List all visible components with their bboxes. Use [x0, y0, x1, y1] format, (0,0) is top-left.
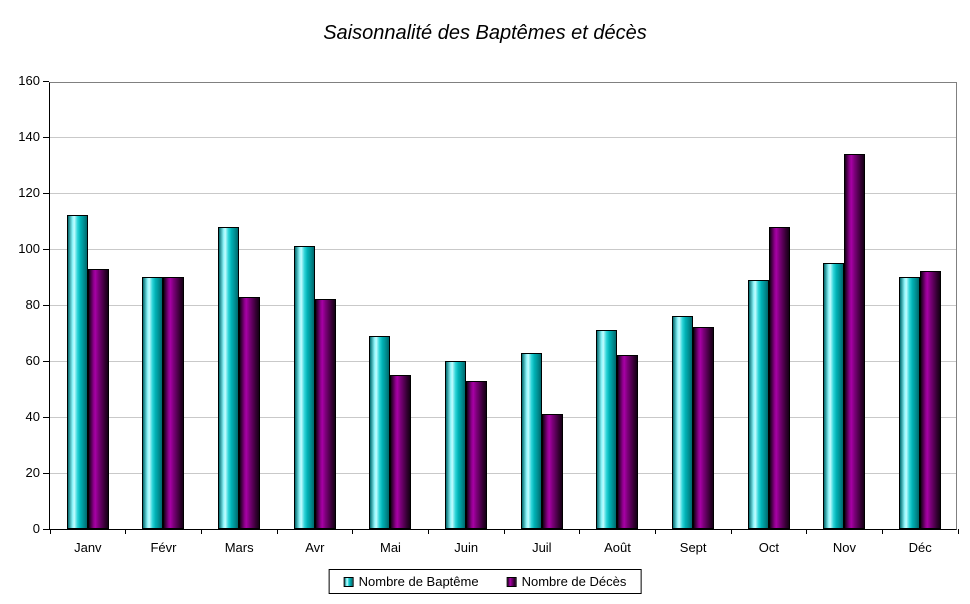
legend-label-series1: Nombre de Décès	[521, 574, 627, 589]
bar-group-juil	[504, 83, 580, 529]
y-axis-tick	[43, 304, 49, 306]
bar-series1-févr	[163, 277, 185, 529]
gridline-140	[50, 136, 956, 138]
y-axis-tick-label: 0	[32, 521, 40, 536]
y-axis-tick	[43, 192, 49, 194]
x-axis-label-août: Août	[604, 540, 631, 555]
legend-item-series1: Nombre de Décès	[506, 574, 627, 589]
bar-series1-janv	[87, 269, 109, 529]
y-axis-tick-label: 60	[25, 353, 40, 368]
gridline-100	[50, 248, 956, 250]
y-axis-tick	[43, 136, 49, 138]
x-axis-label-avr: Avr	[305, 540, 325, 555]
y-axis-tick	[43, 248, 49, 250]
bar-series0-nov	[823, 263, 845, 529]
y-axis-tick	[43, 528, 49, 530]
bar-series0-avr	[293, 246, 315, 529]
bar-group-mai	[353, 83, 429, 529]
x-axis-label-févr: Févr	[150, 540, 177, 555]
x-axis-tick	[806, 529, 808, 534]
y-axis-tick	[43, 360, 49, 362]
x-axis-label-juin: Juin	[454, 540, 479, 555]
bar-group-mars	[201, 83, 277, 529]
gridline-120	[50, 192, 956, 194]
y-axis-tick	[43, 416, 49, 418]
gridline-20	[50, 472, 956, 474]
x-axis-label-oct: Oct	[758, 540, 779, 555]
gridline-60	[50, 360, 956, 362]
y-axis-tick	[43, 472, 49, 474]
gridline-80	[50, 304, 956, 306]
bar-series0-sept	[672, 316, 694, 529]
bar-series0-mai	[369, 336, 391, 529]
legend-item-series0: Nombre de Baptême	[343, 574, 479, 589]
legend-swatch-series1	[506, 576, 517, 587]
x-axis-tick	[881, 529, 883, 534]
bar-series1-nov	[844, 154, 866, 529]
bar-group-févr	[126, 83, 202, 529]
legend-swatch-series0	[343, 576, 354, 587]
bar-series0-août	[596, 330, 618, 529]
bar-group-avr	[277, 83, 353, 529]
y-axis-tick-label: 140	[18, 129, 40, 144]
bar-series1-oct	[768, 227, 790, 529]
y-axis-tick-label: 80	[25, 297, 40, 312]
y-axis-tick-label: 120	[18, 185, 40, 200]
y-axis-tick-label: 100	[18, 241, 40, 256]
x-axis-tick	[49, 529, 51, 534]
y-axis-tick	[43, 80, 49, 82]
bar-series0-déc	[899, 277, 921, 529]
bar-series1-juil	[541, 414, 563, 529]
y-axis-tick-label: 20	[25, 465, 40, 480]
bar-group-juin	[428, 83, 504, 529]
bar-series1-mai	[390, 375, 412, 529]
bar-group-oct	[731, 83, 807, 529]
bar-series0-juil	[520, 353, 542, 529]
x-axis-tick	[200, 529, 202, 534]
bar-series1-sept	[693, 327, 715, 529]
bar-series1-déc	[920, 271, 942, 529]
bar-series1-juin	[466, 381, 488, 529]
x-axis-label-mai: Mai	[380, 540, 401, 555]
x-axis-tick	[957, 529, 959, 534]
x-axis-tick	[579, 529, 581, 534]
chart-title: Saisonnalité des Baptêmes et décès	[323, 22, 647, 44]
x-axis-label-nov: Nov	[832, 540, 857, 555]
bar-series0-févr	[142, 277, 164, 529]
x-axis-label-mars: Mars	[224, 540, 254, 555]
bar-series0-janv	[66, 215, 88, 529]
x-axis-label-juil: Juil	[532, 540, 552, 555]
plot-area: 0 20 40 60 80 100 120 140 160 Janv Févr Mars Avr Mai…	[18, 74, 959, 555]
bar-group-janv	[50, 83, 126, 529]
y-axis-tick-label: 160	[18, 73, 40, 88]
x-axis-tick	[352, 529, 354, 534]
bar-series0-juin	[445, 361, 467, 529]
gridline-40	[50, 416, 956, 418]
x-axis-label-déc: Déc	[908, 540, 932, 555]
legend: Nombre de Baptême Nombre de Décès	[328, 569, 642, 594]
x-axis-label-sept: Sept	[679, 540, 707, 555]
bar-series1-avr	[314, 299, 336, 529]
bar-group-août	[580, 83, 656, 529]
bar-group-déc	[882, 83, 958, 529]
bar-group-nov	[807, 83, 883, 529]
bar-group-sept	[655, 83, 731, 529]
bar-series1-mars	[239, 297, 261, 529]
bar-series0-oct	[747, 280, 769, 529]
x-axis-tick	[654, 529, 656, 534]
y-axis-tick-label: 40	[25, 409, 40, 424]
x-axis-tick	[503, 529, 505, 534]
bar-series0-mars	[218, 227, 240, 529]
x-axis-label-janv: Janv	[74, 540, 102, 555]
x-axis-tick	[125, 529, 127, 534]
x-axis-tick	[276, 529, 278, 534]
x-axis-tick	[730, 529, 732, 534]
x-axis-tick	[427, 529, 429, 534]
legend-label-series0: Nombre de Baptême	[358, 574, 479, 589]
bar-series1-août	[617, 355, 639, 529]
